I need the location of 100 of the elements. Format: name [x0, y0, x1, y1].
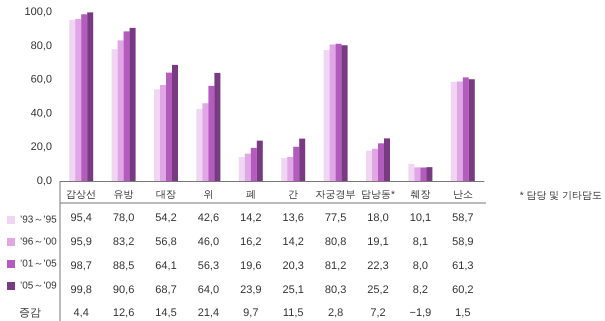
- data-label: 18,0: [367, 212, 389, 224]
- x-tick-label: 췌장: [410, 190, 430, 200]
- bar: [124, 31, 130, 181]
- text: 2,8: [328, 307, 344, 319]
- bar: [166, 72, 172, 181]
- y-tick-label: 60,0: [30, 74, 52, 86]
- data-label: 95,9: [70, 236, 92, 248]
- text: 11,5: [282, 307, 304, 319]
- data-label: 23,9: [240, 284, 262, 296]
- bar: [208, 86, 214, 181]
- bar: [468, 79, 475, 181]
- legend-label: ’93～’95: [20, 214, 58, 226]
- data-label: 8,2: [412, 284, 428, 296]
- bar: [202, 103, 208, 181]
- bar: [342, 45, 348, 181]
- text: 12,6: [112, 307, 134, 319]
- data-label: 20,3: [282, 260, 304, 272]
- x-tick-label: 폐: [246, 190, 256, 200]
- bar: [250, 148, 257, 181]
- bar: [256, 140, 263, 181]
- text: 1,5: [455, 307, 470, 319]
- bar: [172, 64, 178, 181]
- bar: [81, 14, 88, 181]
- x-tick-label: 위: [203, 190, 214, 200]
- data-label: 22,3: [367, 260, 389, 272]
- data-label: 68,7: [155, 284, 177, 296]
- y-tick-label: 40,0: [30, 107, 52, 120]
- data-label: 81,2: [324, 260, 346, 272]
- data-label: 64,1: [155, 260, 177, 272]
- legend-label: ’96～’00: [20, 236, 58, 248]
- data-label: 90,6: [112, 284, 134, 296]
- bar: [336, 44, 342, 181]
- legend-label: ’05～’09: [20, 280, 58, 292]
- text: −1,9: [410, 307, 432, 319]
- data-label: 25,2: [367, 284, 389, 296]
- data-label: 54,2: [155, 212, 177, 224]
- data-label: 78,0: [112, 212, 134, 224]
- data-label: 19,1: [367, 236, 389, 248]
- bar: [462, 77, 469, 181]
- data-label: 56,3: [198, 260, 220, 272]
- text: 7,2: [370, 307, 386, 319]
- x-tick-label: 담낭동*: [361, 190, 396, 200]
- bar: [130, 28, 136, 181]
- bar: [112, 49, 118, 181]
- bar: [299, 138, 306, 181]
- legend-label: ’01～’05: [20, 258, 58, 270]
- y-tick-label: 100,0: [24, 6, 52, 18]
- bar: [450, 82, 457, 181]
- data-label: 99,8: [70, 284, 92, 296]
- data-label: 98,7: [70, 260, 92, 272]
- x-tick-label: 간: [288, 190, 298, 200]
- bar: [408, 164, 414, 181]
- x-tick-label: 자궁경부: [316, 190, 356, 200]
- x-tick-label: 대장: [156, 190, 176, 200]
- data-label: 58,7: [452, 212, 474, 224]
- y-tick-label: 20,0: [30, 141, 52, 154]
- data-label: 14,2: [240, 212, 262, 224]
- text: 14,5: [155, 307, 177, 319]
- text: 9,7: [243, 307, 258, 319]
- bar: [456, 81, 463, 181]
- data-label: 64,0: [198, 284, 220, 296]
- text: 21,4: [198, 307, 220, 319]
- data-label: 25,1: [282, 284, 304, 296]
- data-label: 13,6: [282, 212, 304, 224]
- data-label: 10,1: [410, 212, 432, 224]
- bar: [196, 109, 202, 181]
- text: * 담당 및 기타담도: [520, 190, 602, 202]
- y-tick-label: 80,0: [30, 40, 52, 52]
- bar: [384, 138, 390, 181]
- data-label: 80,8: [324, 236, 346, 248]
- data-label: 42,6: [198, 212, 220, 224]
- data-label: 19,6: [240, 260, 262, 272]
- x-tick-label: 난소: [452, 190, 473, 200]
- data-label: 56,8: [155, 236, 177, 248]
- bar: [324, 50, 330, 181]
- bar: [281, 158, 288, 181]
- bar: [366, 150, 372, 181]
- data-label: 83,2: [112, 236, 134, 248]
- bar: [287, 157, 294, 181]
- bar: [87, 12, 94, 181]
- data-label: 60,2: [452, 284, 474, 296]
- x-tick-label: 유방: [114, 190, 134, 200]
- data-label: 14,2: [282, 236, 304, 248]
- bar: [160, 85, 166, 181]
- text: 증감: [19, 307, 41, 319]
- data-label: 8,0: [412, 260, 428, 272]
- bar: [214, 72, 220, 181]
- bar: [414, 167, 420, 181]
- bar: [75, 18, 82, 181]
- y-tick-label: 0,0: [36, 175, 52, 187]
- data-label: 95,4: [70, 212, 92, 224]
- data-label: 8,1: [412, 236, 428, 248]
- data-label: 61,3: [452, 260, 474, 272]
- x-tick-label: 갑상선: [66, 190, 96, 200]
- bar: [244, 154, 251, 181]
- bar: [426, 167, 432, 181]
- data-label: 77,5: [324, 212, 346, 224]
- bar: [118, 40, 124, 181]
- bar: [238, 157, 245, 181]
- text: 4,4: [74, 307, 89, 319]
